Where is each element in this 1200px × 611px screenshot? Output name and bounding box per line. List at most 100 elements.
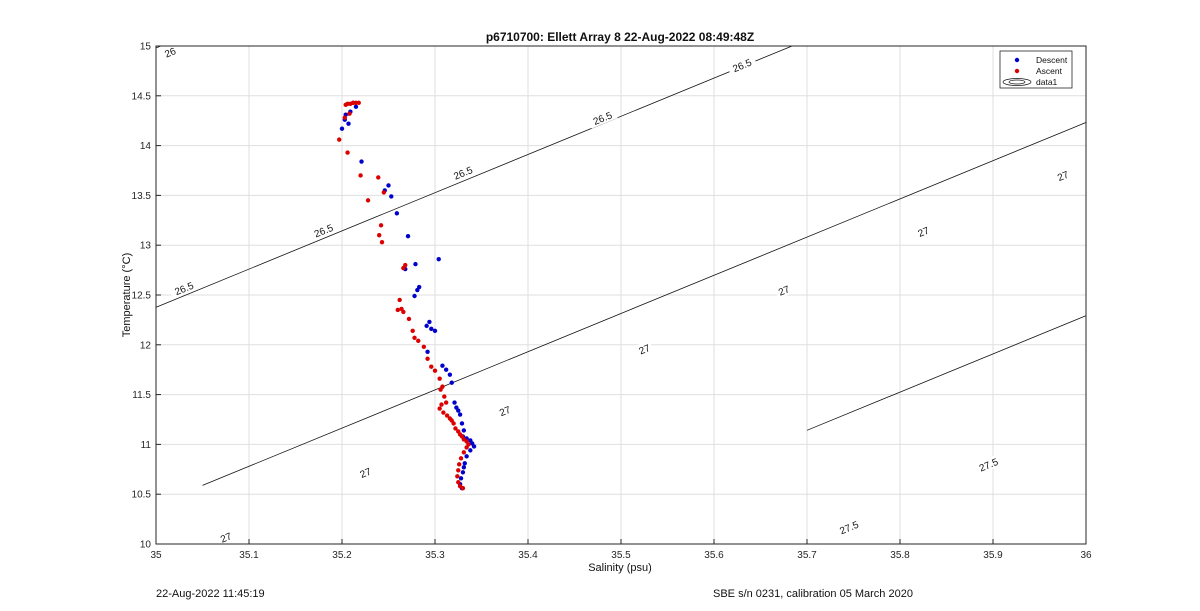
ascent-point xyxy=(358,173,363,178)
ascent-point xyxy=(421,344,427,349)
ascent-point xyxy=(456,468,461,473)
ascent-point xyxy=(460,486,466,491)
ascent-point xyxy=(406,316,412,322)
contour-label: 27.5 xyxy=(833,516,865,538)
ascent-point xyxy=(437,376,442,381)
descent-point xyxy=(436,256,441,262)
x-axis-label: Salinity (psu) xyxy=(588,562,652,574)
contour-label-text: 27 xyxy=(498,405,513,420)
x-tick-label: 35.7 xyxy=(797,550,817,561)
ascent-point xyxy=(345,150,350,155)
series-ascent xyxy=(337,100,471,491)
contour-line-27 xyxy=(202,122,1086,486)
legend-box xyxy=(999,50,1073,89)
ascent-point xyxy=(410,328,415,334)
x-tick-label: 36 xyxy=(1080,550,1092,561)
series-descent xyxy=(339,100,477,491)
ascent-point xyxy=(442,394,447,399)
ascent-point xyxy=(377,233,382,238)
ascent-point xyxy=(453,426,458,431)
legend-label: data1 xyxy=(1036,77,1058,87)
descent-point xyxy=(440,363,445,368)
ascent-point xyxy=(365,198,371,203)
descent-point xyxy=(389,194,394,199)
descent-point xyxy=(353,104,359,109)
descent-point xyxy=(413,261,418,267)
ascent-point xyxy=(347,111,352,116)
grid-lines xyxy=(155,45,1087,545)
contour-label: 27 xyxy=(634,340,654,358)
x-tick-label: 35 xyxy=(150,550,162,561)
ascent-point xyxy=(412,335,417,341)
descent-point xyxy=(405,234,411,239)
x-tick-label: 35.6 xyxy=(704,550,724,561)
ascent-point xyxy=(401,265,406,271)
descent-point xyxy=(464,454,469,459)
y-tick-label: 14 xyxy=(140,141,152,152)
ascent-point xyxy=(441,410,446,415)
ascent-point xyxy=(443,400,449,405)
ascent-point xyxy=(456,462,462,467)
contour-line-26 xyxy=(156,46,162,49)
x-tick-label: 35.3 xyxy=(425,550,445,561)
contour-label: 27 xyxy=(913,222,933,240)
ascent-point xyxy=(451,421,456,426)
y-tick-label: 13.5 xyxy=(132,191,152,202)
descent-point xyxy=(449,380,454,385)
x-tick-label: 35.2 xyxy=(332,550,352,561)
ascent-point xyxy=(381,190,387,195)
ascent-point xyxy=(429,364,434,369)
descent-point xyxy=(346,121,351,126)
descent-point xyxy=(459,421,465,426)
contour-label: 26 xyxy=(160,43,180,61)
descent-point xyxy=(457,412,463,417)
ascent-point xyxy=(455,474,460,479)
contour-label-text: 27 xyxy=(1056,170,1071,185)
contour-label: 27.5 xyxy=(973,453,1004,476)
contour-label: 26.5 xyxy=(168,277,200,299)
y-axis-ticks: 10 10.5 11 11.5 12 12.5 13 13.5 14 14.5 15 xyxy=(132,42,161,551)
descent-point xyxy=(424,323,429,329)
ascent-point xyxy=(376,175,381,180)
contour-label: 27 xyxy=(495,401,515,420)
descent-point xyxy=(468,448,473,453)
contour-label: 27 xyxy=(1053,166,1073,185)
contour-label-text: 27 xyxy=(917,225,932,240)
footer-calibration: SBE s/n 0231, calibration 05 March 2020 xyxy=(713,588,913,600)
legend-contour-icon xyxy=(1008,79,1026,85)
x-tick-label: 35.1 xyxy=(239,550,259,561)
descent-point xyxy=(452,400,457,405)
descent-point xyxy=(461,465,467,470)
y-tick-label: 10.5 xyxy=(132,490,152,501)
contour-label: 27 xyxy=(216,528,236,546)
descent-point xyxy=(443,367,449,372)
y-tick-label: 11 xyxy=(141,440,152,451)
ascent-point xyxy=(379,240,385,245)
contour-label: 27 xyxy=(774,281,794,299)
contour-label: 26.5 xyxy=(726,54,758,76)
x-tick-label: 35.9 xyxy=(983,550,1003,561)
descent-point xyxy=(432,328,438,334)
legend-label: Descent xyxy=(1036,55,1068,65)
ascent-point xyxy=(437,406,442,411)
ascent-point xyxy=(458,456,464,461)
ascent-point xyxy=(378,223,384,228)
descent-point xyxy=(425,349,430,354)
ascent-point xyxy=(456,480,461,485)
x-axis-ticks: 35 35.1 35.2 35.3 35.4 35.5 35.6 35.7 35.8 35.9 36 xyxy=(150,539,1092,561)
ascent-point xyxy=(444,413,450,418)
ascent-point xyxy=(356,100,361,105)
ascent-point xyxy=(397,297,402,303)
legend-marker xyxy=(1014,68,1020,74)
descent-point xyxy=(415,287,420,293)
descent-point xyxy=(471,444,477,449)
x-tick-label: 35.5 xyxy=(611,550,631,561)
ascent-point xyxy=(342,115,347,120)
ascent-point xyxy=(464,445,469,450)
legend-marker xyxy=(1014,57,1020,63)
descent-point xyxy=(461,428,467,433)
contour-label: 26.5 xyxy=(587,106,618,129)
y-tick-label: 14.5 xyxy=(132,91,152,102)
descent-point xyxy=(394,211,400,216)
